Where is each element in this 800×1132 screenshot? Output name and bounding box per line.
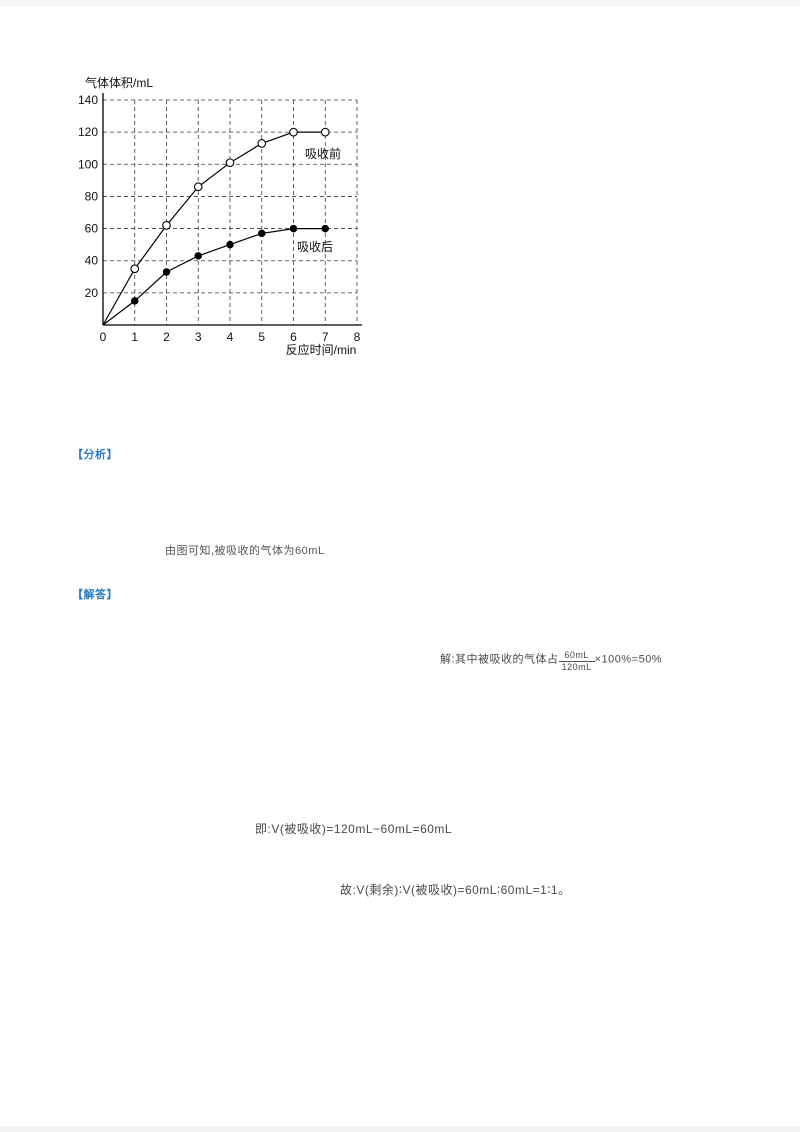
- page-bottom-edge: [0, 1126, 800, 1132]
- svg-text:20: 20: [85, 286, 99, 300]
- svg-text:2: 2: [163, 330, 170, 344]
- svg-text:吸收后: 吸收后: [297, 240, 333, 254]
- svg-text:0: 0: [100, 330, 107, 344]
- svg-text:80: 80: [85, 189, 99, 203]
- gas-volume-chart-svg: 20 40 60 80 100 120 140 0 1 2 3 4 5 6 7 8 气体体积/mL 反应时间/mi…: [78, 75, 362, 357]
- svg-text:3: 3: [195, 330, 202, 344]
- svg-text:6: 6: [290, 330, 297, 344]
- svg-text:4: 4: [227, 330, 234, 344]
- svg-text:7: 7: [322, 330, 329, 344]
- svg-text:5: 5: [258, 330, 265, 344]
- svg-text:8: 8: [354, 330, 361, 344]
- svg-text:吸收前: 吸收前: [305, 146, 341, 161]
- analysis-note-text: 由图可知,被吸收的气体为60mL: [165, 545, 325, 557]
- fraction-denominator: 120mL: [561, 662, 592, 673]
- analysis-tag: 【分析】: [72, 449, 118, 461]
- svg-text:气体体积/mL: 气体体积/mL: [85, 75, 153, 90]
- svg-text:120: 120: [78, 125, 98, 139]
- fraction: 60mL 120mL: [558, 650, 595, 674]
- formula-prefix: 解:其中被吸收的气体占: [440, 653, 559, 666]
- equation-line-1: 即:V(被吸收)=120mL−60mL=60mL: [255, 822, 453, 836]
- gas-volume-figure: 20 40 60 80 100 120 140 0 1 2 3 4 5 6 7 8 气体体积/mL 反应时间/mi…: [65, 65, 385, 372]
- svg-text:反应时间/min: 反应时间/min: [286, 342, 357, 357]
- page-top-edge: [0, 0, 800, 6]
- svg-text:1: 1: [131, 330, 138, 344]
- fraction-numerator: 60mL: [558, 650, 595, 663]
- svg-text:100: 100: [78, 157, 98, 171]
- equation-line-2: 故:V(剩余)∶V(被吸收)=60mL∶60mL=1∶1。: [340, 883, 571, 897]
- svg-text:60: 60: [85, 222, 99, 236]
- svg-text:40: 40: [85, 254, 99, 268]
- answer-tag: 【解答】: [72, 589, 118, 601]
- formula-line: 解:其中被吸收的气体占 60mL 120mL ×100%=50%: [440, 650, 662, 674]
- svg-text:140: 140: [78, 93, 98, 107]
- formula-suffix: ×100%=50%: [594, 653, 663, 666]
